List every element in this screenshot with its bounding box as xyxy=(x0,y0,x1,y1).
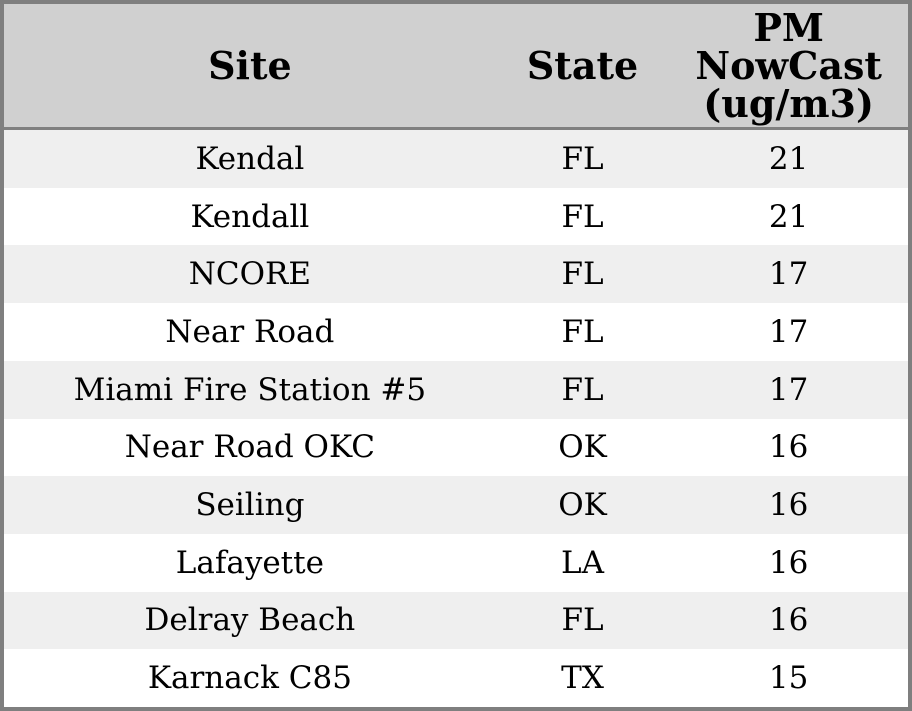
cell-site: Near Road OKC xyxy=(124,429,376,466)
table-header-row: Site State PM NowCast (ug/m3) xyxy=(4,4,908,130)
table-row: Miami Fire Station #5 FL 17 xyxy=(4,360,908,419)
column-header-pm-nowcast: PM NowCast (ug/m3) xyxy=(695,4,882,126)
cell-state: FL xyxy=(561,198,604,235)
table-row: Near Road FL 17 xyxy=(4,303,908,361)
table-row: Karnack C85 TX 15 xyxy=(4,649,908,708)
cell-state: FL xyxy=(561,313,604,350)
cell-pm-nowcast: 21 xyxy=(768,140,809,177)
cell-site: Kendall xyxy=(190,198,310,235)
cell-pm-nowcast: 15 xyxy=(768,660,809,697)
table-row: Near Road OKC OK 16 xyxy=(4,418,908,477)
table-row: Delray Beach FL 16 xyxy=(4,591,908,650)
cell-pm-nowcast: 17 xyxy=(768,313,809,350)
cell-pm-nowcast: 21 xyxy=(768,198,809,235)
cell-pm-nowcast: 16 xyxy=(768,487,809,524)
cell-site: Near Road xyxy=(165,313,335,350)
cell-state: FL xyxy=(561,140,604,177)
cell-state: LA xyxy=(561,544,605,581)
cell-pm-nowcast: 17 xyxy=(768,371,809,408)
cell-state: OK xyxy=(558,487,607,524)
cell-site: NCORE xyxy=(188,256,311,293)
cell-pm-nowcast: 16 xyxy=(768,544,809,581)
table-row: Kendall FL 21 xyxy=(4,187,908,246)
cell-site: Kendal xyxy=(195,140,305,177)
cell-site: Lafayette xyxy=(175,544,324,581)
table-row: Seiling OK 16 xyxy=(4,476,908,534)
cell-site: Karnack C85 xyxy=(147,660,352,697)
cell-pm-nowcast: 16 xyxy=(768,602,809,639)
cell-site: Delray Beach xyxy=(144,602,356,639)
table-row: Lafayette LA 16 xyxy=(4,533,908,592)
table-row: NCORE FL 17 xyxy=(4,245,908,304)
cell-state: FL xyxy=(561,602,604,639)
cell-state: TX xyxy=(561,660,604,697)
cell-site: Miami Fire Station #5 xyxy=(73,371,427,408)
column-header-site: Site xyxy=(208,42,292,88)
cell-site: Seiling xyxy=(195,487,305,524)
cell-state: FL xyxy=(561,256,604,293)
table-row: Kendal FL 21 xyxy=(4,130,908,188)
column-header-state: State xyxy=(526,42,639,88)
cell-state: FL xyxy=(561,371,604,408)
cell-pm-nowcast: 17 xyxy=(768,256,809,293)
cell-state: OK xyxy=(558,429,607,466)
cell-pm-nowcast: 16 xyxy=(768,429,809,466)
